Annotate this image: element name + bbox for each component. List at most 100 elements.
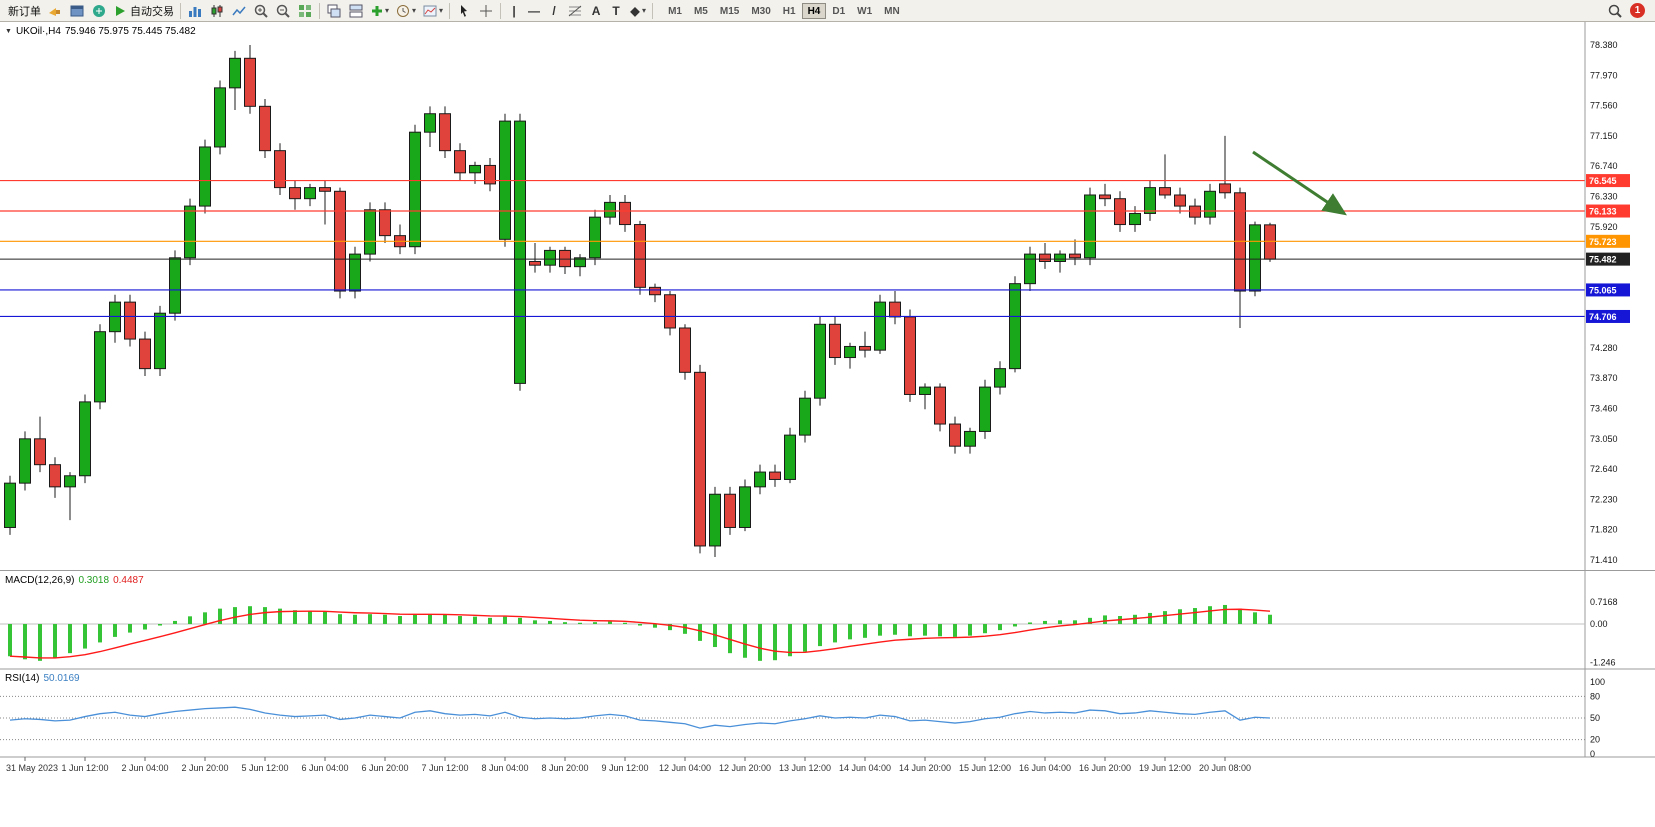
- vertical-line-button[interactable]: |: [504, 1, 524, 21]
- trendline-button[interactable]: /: [544, 1, 564, 21]
- navigator-button[interactable]: [66, 1, 88, 21]
- candle: [484, 164, 496, 185]
- zoom-in-button[interactable]: [250, 1, 272, 21]
- text-icon: A: [591, 3, 601, 18]
- macd-main-value: 0.3018: [78, 575, 110, 586]
- candlestick-button[interactable]: [206, 1, 228, 21]
- indicators-button[interactable]: ▾: [367, 1, 392, 21]
- price-tick-label: 76.740: [1590, 161, 1618, 171]
- text-button[interactable]: A: [586, 1, 606, 21]
- price-tag-label: 74.706: [1589, 312, 1617, 322]
- time-label: 14 Jun 20:00: [899, 763, 951, 773]
- label-button[interactable]: T: [606, 1, 626, 21]
- toolbar: 新订单 自动交易: [0, 0, 1655, 22]
- timeframe-toolbar: M1 M5 M15 M30 H1 H4 D1 W1 MN: [662, 2, 906, 19]
- zoom-out-icon: [276, 4, 290, 18]
- terminal-button[interactable]: [88, 1, 110, 21]
- candle: [244, 57, 256, 107]
- timeframe-m5-button[interactable]: M5: [688, 3, 714, 19]
- auto-trading-button[interactable]: 自动交易: [110, 1, 177, 21]
- price-tag-label: 75.482: [1589, 255, 1617, 265]
- bar-chart-button[interactable]: [184, 1, 206, 21]
- candle: [574, 257, 586, 268]
- candle: [424, 113, 436, 133]
- candle: [964, 430, 976, 447]
- price-tag: [1586, 174, 1630, 188]
- label-icon: T: [612, 3, 620, 18]
- notification-badge[interactable]: 1: [1630, 3, 1645, 18]
- caret-down-icon: ▾: [385, 5, 390, 15]
- time-label: 13 Jun 12:00: [779, 763, 831, 773]
- cursor-button[interactable]: [453, 1, 475, 21]
- candle: [1204, 190, 1216, 218]
- timeframe-m1-button[interactable]: M1: [662, 3, 688, 19]
- price-tick-label: 73.050: [1590, 434, 1618, 444]
- market-watch-button[interactable]: [44, 1, 66, 21]
- zoom-out-button[interactable]: [272, 1, 294, 21]
- annotation-arrow[interactable]: [1252, 150, 1347, 216]
- toolbar-separator: [500, 2, 502, 19]
- rsi-scale-label: 100: [1590, 677, 1605, 687]
- chart-canvas[interactable]: 78.380 77.970 77.560 77.150 76.740 76.330 75.9…: [0, 22, 1655, 827]
- candle: [154, 312, 166, 370]
- timeframe-mn-button[interactable]: MN: [878, 3, 906, 19]
- candle: [1159, 187, 1171, 196]
- candle: [1099, 194, 1111, 200]
- toolbar-separator: [180, 2, 181, 19]
- arrows-button[interactable]: ◆ ▾: [626, 1, 649, 21]
- arrange-windows-icon: [349, 4, 363, 17]
- price-tag-label: 75.723: [1589, 237, 1617, 247]
- time-label: 1 Jun 12:00: [61, 763, 108, 773]
- rsi-line: [9, 706, 1271, 729]
- candle: [1129, 212, 1141, 226]
- timeframe-m15-button[interactable]: M15: [714, 3, 745, 19]
- templates-button[interactable]: ▾: [419, 1, 446, 21]
- price-tick-label: 74.280: [1590, 343, 1618, 353]
- price-tick-label: 72.230: [1590, 494, 1618, 504]
- timeframe-d1-button[interactable]: D1: [826, 3, 851, 19]
- candle: [1054, 253, 1066, 262]
- fibonacci-button[interactable]: [564, 1, 586, 21]
- candle: [589, 216, 601, 259]
- tile-windows-button[interactable]: [294, 1, 316, 21]
- periods-button[interactable]: ▾: [392, 1, 419, 21]
- candle: [139, 338, 151, 370]
- candle: [904, 316, 916, 395]
- macd-indicator-label: MACD(12,26,9) 0.3018 0.4487: [5, 575, 144, 586]
- rsi-scale-label: 20: [1590, 735, 1600, 745]
- timeframe-h1-button[interactable]: H1: [777, 3, 802, 19]
- arrange-windows-button[interactable]: [345, 1, 367, 21]
- price-tick-label: 78.380: [1590, 40, 1618, 50]
- candle: [1069, 253, 1081, 259]
- navigator-icon: [70, 5, 84, 16]
- time-label: 9 Jun 12:00: [601, 763, 648, 773]
- price-tag: [1586, 234, 1630, 248]
- collapse-triangle-icon[interactable]: ▼: [5, 28, 12, 35]
- timeframe-w1-button[interactable]: W1: [851, 3, 878, 19]
- search-button[interactable]: [1604, 1, 1626, 21]
- time-label: 15 Jun 12:00: [959, 763, 1011, 773]
- candle: [274, 150, 286, 189]
- candle: [64, 475, 76, 488]
- candle: [844, 345, 856, 359]
- candle: [364, 209, 376, 255]
- candlestick-icon: [211, 4, 223, 17]
- candle: [169, 257, 181, 314]
- candle: [829, 323, 841, 359]
- timeframe-h4-button[interactable]: H4: [801, 2, 827, 19]
- line-chart-button[interactable]: [228, 1, 250, 21]
- candle: [1219, 183, 1231, 194]
- toolbar-separator: [449, 2, 451, 19]
- macd-scale-label: 0.7168: [1590, 597, 1618, 607]
- candle: [304, 187, 316, 200]
- horizontal-line-button[interactable]: —: [524, 1, 544, 21]
- toolbar-separator: [652, 2, 654, 19]
- price-tag: [1586, 309, 1630, 323]
- time-label: 2 Jun 20:00: [181, 763, 228, 773]
- crosshair-button[interactable]: [475, 1, 497, 21]
- timeframe-m30-button[interactable]: M30: [745, 3, 776, 19]
- cascade-windows-button[interactable]: [323, 1, 345, 21]
- new-order-button[interactable]: 新订单: [2, 1, 44, 21]
- candle: [679, 327, 691, 373]
